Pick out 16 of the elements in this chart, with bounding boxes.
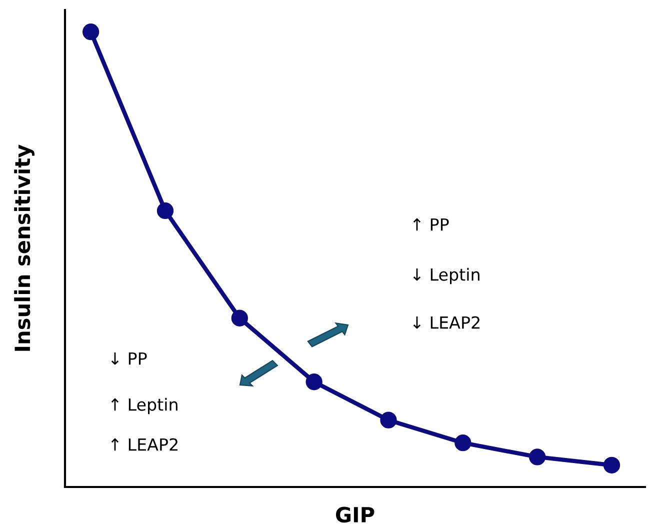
point xyxy=(454,434,472,452)
annotation: ↓ PP xyxy=(111,352,147,365)
point xyxy=(306,374,322,390)
point xyxy=(603,456,620,474)
point xyxy=(231,310,248,326)
point xyxy=(82,24,100,40)
x-axis-title: GIP xyxy=(336,506,374,523)
point xyxy=(528,448,546,466)
annotation: ↓ Leptin xyxy=(413,268,480,284)
annotation: ↑ Leptin xyxy=(111,398,178,414)
annotation: ↑ LEAP2 xyxy=(111,438,178,451)
y-axis-title: Insulin sensitivity xyxy=(14,144,34,351)
annotation: ↓ LEAP2 xyxy=(413,316,480,329)
point xyxy=(380,412,397,428)
point xyxy=(156,202,174,220)
annotation: ↑ PP xyxy=(413,218,449,231)
